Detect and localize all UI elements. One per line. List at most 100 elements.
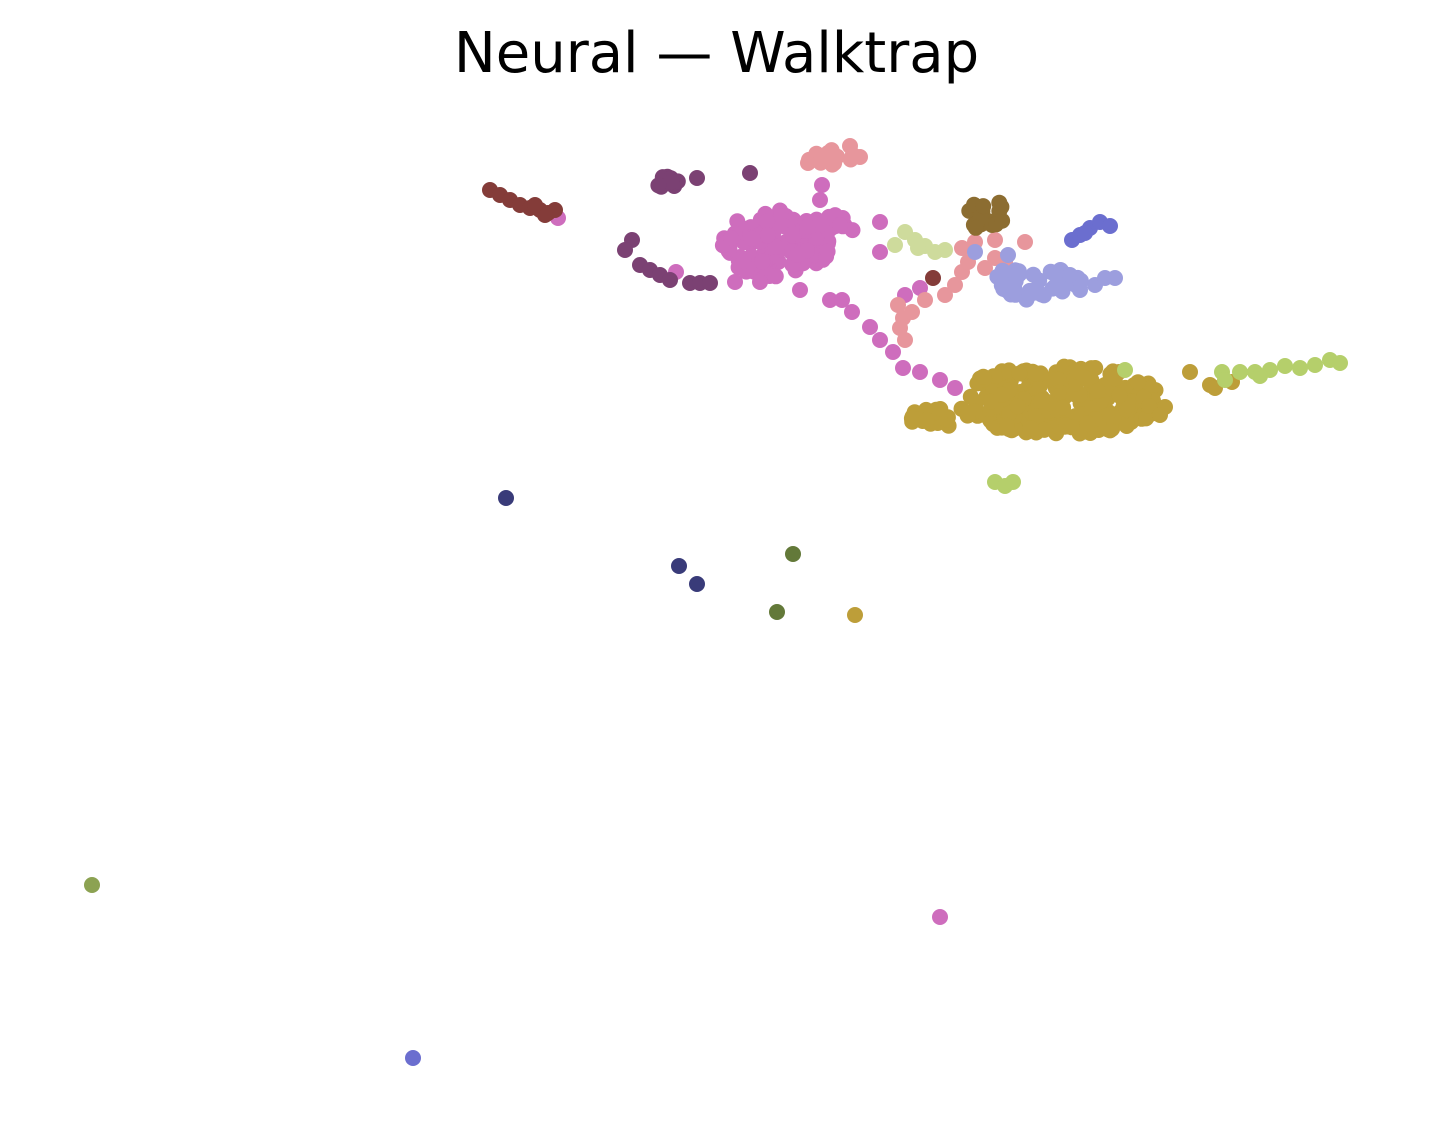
scatter-point — [1075, 369, 1092, 386]
scatter-point — [903, 410, 920, 427]
scatter-point — [617, 242, 633, 258]
scatter-point — [937, 242, 953, 258]
scatter-point — [727, 274, 743, 290]
scatter-point — [742, 165, 758, 181]
scatter-point — [812, 192, 828, 208]
scatter-point — [1031, 272, 1048, 289]
scatter-point — [1010, 263, 1027, 280]
scatter-point — [918, 412, 935, 428]
scatter-point — [800, 155, 816, 171]
scatter-point — [1055, 399, 1072, 416]
scatter-point — [1022, 420, 1039, 437]
scatter-point — [689, 576, 705, 592]
scatter-point — [994, 212, 1011, 229]
scatter-point — [785, 546, 801, 562]
scatter-point — [1182, 364, 1198, 380]
scatter-point — [1332, 355, 1348, 371]
scatter-point — [759, 227, 776, 244]
scatter-point — [1005, 474, 1021, 490]
scatter-point — [852, 149, 868, 165]
scatter-point — [937, 287, 953, 303]
scatter-point — [932, 401, 949, 417]
scatter-point — [84, 877, 100, 893]
scatter-point — [904, 304, 920, 320]
scatter-point — [1107, 270, 1123, 286]
scatter-point — [527, 197, 543, 213]
scatter-point — [1089, 382, 1106, 399]
scatter-point — [834, 292, 850, 308]
scatter-point — [932, 372, 948, 388]
scatter-point — [1000, 247, 1016, 263]
scatter-point — [1077, 225, 1093, 241]
scatter-point — [844, 222, 861, 239]
scatter-point — [844, 304, 860, 320]
scatter-point — [832, 217, 848, 233]
scatter-point — [1117, 362, 1133, 378]
scatter-point — [689, 170, 705, 186]
scatter-point — [1111, 387, 1128, 404]
scatter-point — [897, 332, 913, 348]
scatter-point — [975, 368, 992, 385]
scatter-point — [954, 240, 970, 256]
scatter-point — [967, 244, 983, 260]
scatter-point — [1217, 372, 1233, 388]
points-layer — [84, 138, 1348, 1066]
scatter-point — [1011, 365, 1028, 382]
scatter-point — [792, 282, 808, 298]
scatter-point — [925, 270, 941, 286]
scatter-point — [1252, 368, 1268, 384]
scatter-point — [1006, 283, 1023, 300]
scatter-point — [917, 292, 933, 308]
scatter-point — [723, 230, 739, 246]
scatter-point — [813, 216, 830, 233]
scatter-point — [975, 198, 992, 215]
scatter-point — [822, 292, 838, 308]
scatter-point — [754, 253, 771, 270]
scatter-point — [960, 404, 977, 421]
scatter-point — [1102, 218, 1118, 234]
scatter-point — [932, 909, 948, 925]
scatter-point — [1072, 282, 1088, 298]
scatter-point — [767, 268, 784, 285]
scatter-point — [862, 319, 878, 335]
scatter-point — [892, 320, 908, 336]
scatter-point — [993, 198, 1010, 215]
scatter-point — [999, 417, 1015, 434]
scatter-point — [1079, 415, 1096, 432]
scatter-point — [842, 138, 858, 154]
scatter-point — [872, 214, 888, 230]
scatter-point — [537, 207, 553, 223]
scatter-point — [498, 490, 514, 506]
scatter-point — [752, 274, 768, 290]
scatter-point — [994, 262, 1011, 279]
scatter-point — [1130, 374, 1146, 391]
scatter-point — [819, 243, 836, 260]
scatter-point — [847, 607, 863, 623]
scatter-point — [1232, 364, 1248, 380]
scatter-point — [987, 232, 1003, 248]
scatter-point — [1032, 377, 1049, 394]
scatter-point — [1062, 267, 1078, 283]
scatter-point — [405, 1050, 421, 1066]
scatter-point — [662, 272, 678, 288]
scatter-point — [977, 260, 993, 276]
scatter-point — [1292, 360, 1308, 376]
scatter-point — [1050, 371, 1067, 388]
scatter-point — [814, 177, 830, 193]
scatter-point — [1044, 264, 1061, 281]
scatter-point — [912, 280, 928, 296]
scatter-point — [768, 238, 784, 255]
scatter-point — [1021, 282, 1038, 299]
scatter-point — [947, 380, 963, 396]
scatter-point — [744, 230, 761, 247]
scatter-point — [1033, 392, 1050, 409]
scatter-point — [671, 558, 687, 574]
scatter-point — [1009, 398, 1026, 415]
scatter-point — [947, 277, 963, 293]
scatter-point — [784, 226, 801, 242]
scatter-point — [663, 173, 680, 190]
scatter-point — [1277, 358, 1293, 374]
scatter-point — [1152, 407, 1168, 423]
scatter-point — [1118, 418, 1135, 434]
